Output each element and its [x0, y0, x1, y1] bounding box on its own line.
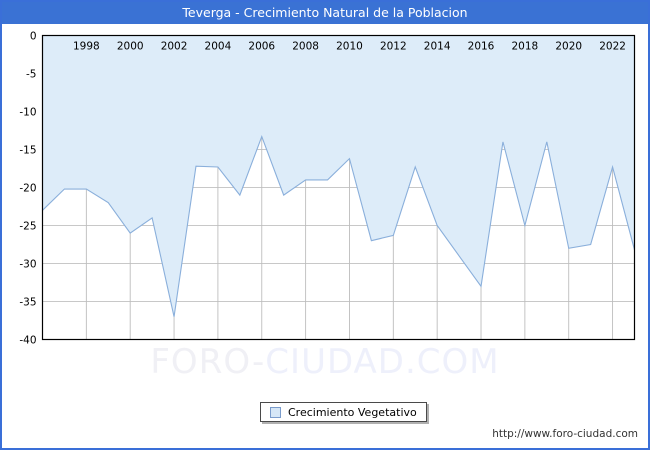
series-area-fill	[42, 35, 635, 317]
x-tick-label: 2000	[117, 41, 144, 53]
legend-swatch-icon	[270, 406, 281, 418]
x-tick-label: 2012	[380, 41, 407, 53]
legend-item-label: Crecimiento Vegetativo	[288, 405, 417, 419]
x-axis-tick-labels: 1998 2000 2002 2004 2006 2008 2010 2012 2014 2016…	[73, 41, 626, 53]
x-tick-label: 2008	[292, 41, 319, 53]
x-tick-label: 2016	[468, 41, 495, 53]
y-tick-label: 0	[30, 30, 37, 42]
y-tick-label: -10	[19, 106, 36, 118]
population-growth-line-chart: 0 -5 -10 -15 -20 -25 -30 -35 -40 1998 2000 2002 200…	[19, 30, 636, 346]
x-tick-label: 2018	[512, 41, 539, 53]
window-title: Teverga - Crecimiento Natural de la Pobl…	[2, 2, 648, 24]
y-tick-label: -5	[26, 68, 36, 80]
source-url-label: http://www.foro-ciudad.com	[492, 428, 638, 440]
y-tick-label: -15	[19, 144, 36, 156]
y-tick-label: -25	[19, 220, 36, 232]
y-tick-label: -40	[19, 334, 36, 346]
x-tick-label: 2014	[424, 41, 451, 53]
x-tick-label: 2006	[248, 41, 275, 53]
x-tick-label: 1998	[73, 41, 100, 53]
y-tick-label: -30	[19, 258, 36, 270]
y-tick-label: -35	[19, 296, 36, 308]
y-axis-tick-labels: 0 -5 -10 -15 -20 -25 -30 -35 -40	[19, 30, 36, 346]
chart-legend[interactable]: Crecimiento Vegetativo	[260, 402, 427, 422]
chart-plot-area: 0 -5 -10 -15 -20 -25 -30 -35 -40 1998 2000 2002 200…	[2, 24, 648, 448]
y-tick-label: -20	[19, 182, 36, 194]
x-tick-label: 2004	[205, 41, 232, 53]
x-tick-label: 2022	[599, 41, 626, 53]
plot-frame	[41, 34, 636, 341]
x-tick-label: 2020	[555, 41, 582, 53]
x-tick-label: 2002	[161, 41, 188, 53]
x-tick-label: 2010	[336, 41, 363, 53]
series-line	[42, 135, 636, 317]
